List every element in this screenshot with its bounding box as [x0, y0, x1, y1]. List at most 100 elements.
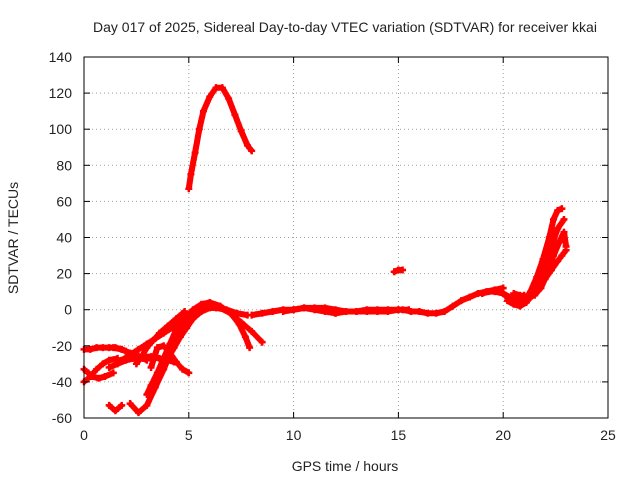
data-point	[166, 349, 174, 357]
data-point	[197, 308, 205, 316]
data-point	[109, 344, 117, 352]
data-point	[181, 308, 189, 316]
data-point	[158, 365, 166, 373]
grid	[84, 57, 608, 418]
data-point	[189, 315, 197, 323]
data-point	[311, 304, 319, 312]
data-point	[166, 340, 174, 348]
series-arc-23	[531, 228, 570, 299]
data-point	[227, 309, 235, 317]
data-point	[179, 365, 187, 373]
data-point	[206, 304, 214, 312]
x-axis-label: GPS time / hours	[292, 458, 399, 474]
data-point	[84, 369, 92, 377]
data-point	[170, 344, 178, 352]
data-point	[187, 170, 195, 178]
data-point	[134, 409, 142, 417]
chart-title: Day 017 of 2025, Sidereal Day-to-day VTE…	[93, 19, 597, 35]
data-point	[554, 224, 562, 232]
data-point	[248, 311, 256, 319]
axis-ticks	[83, 56, 609, 419]
data-points	[80, 84, 570, 417]
data-point	[449, 302, 457, 310]
data-point	[543, 270, 551, 278]
data-point	[105, 401, 113, 409]
data-point	[99, 344, 107, 352]
data-point	[105, 363, 113, 371]
data-point	[258, 309, 266, 317]
data-point	[342, 308, 350, 316]
data-point	[485, 288, 493, 296]
data-point	[105, 356, 113, 364]
y-tick-label: -60	[52, 410, 72, 426]
y-tick-label: 40	[56, 230, 72, 246]
data-point	[560, 215, 568, 223]
data-point	[88, 372, 96, 380]
data-point	[554, 257, 562, 265]
data-point	[279, 308, 287, 316]
series-arc-8	[132, 308, 189, 368]
data-point	[243, 141, 251, 149]
data-point	[118, 356, 126, 364]
data-point	[172, 315, 180, 323]
data-point	[550, 215, 558, 223]
data-point	[172, 358, 180, 366]
data-point	[95, 374, 103, 382]
data-point	[126, 400, 134, 408]
data-point	[495, 286, 503, 294]
series-arc-17	[390, 266, 407, 276]
y-tick-label: 100	[49, 121, 73, 137]
data-point	[558, 205, 566, 213]
data-point	[522, 293, 530, 301]
data-point	[537, 284, 545, 292]
data-point	[407, 308, 415, 316]
data-point	[246, 344, 254, 352]
y-tick-label: 60	[56, 193, 72, 209]
x-tick-label: 5	[185, 427, 193, 443]
data-point	[212, 84, 220, 92]
data-point	[531, 291, 539, 299]
data-point	[118, 401, 126, 409]
data-point	[547, 243, 555, 251]
y-tick-label: 120	[49, 85, 73, 101]
y-tick-label: 80	[56, 157, 72, 173]
data-point	[181, 315, 189, 323]
x-tick-label: 15	[391, 427, 407, 443]
data-point	[384, 306, 392, 314]
x-tick-label: 25	[600, 427, 616, 443]
y-tick-label: -20	[52, 338, 72, 354]
data-point	[424, 309, 432, 317]
tick-labels: 0 5 10 15 20 25 -60 -40 -20 0 20 40 60 80 100 120 140	[49, 49, 616, 443]
data-point	[248, 147, 256, 155]
data-point	[147, 382, 155, 390]
data-point	[176, 333, 184, 341]
y-tick-label: 140	[49, 49, 73, 65]
data-point	[248, 327, 256, 335]
data-point	[415, 308, 423, 316]
data-point	[101, 372, 109, 380]
data-point	[86, 345, 94, 353]
data-point	[118, 345, 126, 353]
series-arc-21	[503, 215, 568, 310]
data-point	[151, 378, 159, 386]
data-point	[191, 149, 199, 157]
data-point	[216, 304, 224, 312]
data-point	[562, 243, 570, 251]
x-tick-label: 0	[80, 427, 88, 443]
data-point	[237, 127, 245, 135]
data-point	[206, 93, 214, 101]
data-point	[258, 338, 266, 346]
data-point	[195, 125, 203, 133]
data-point	[149, 336, 157, 344]
data-point	[503, 297, 511, 305]
data-point	[99, 360, 107, 368]
data-point	[556, 237, 564, 245]
data-point	[197, 300, 205, 308]
data-point	[132, 360, 140, 368]
data-point	[185, 185, 193, 193]
y-tick-label: 20	[56, 266, 72, 282]
series-arc-13	[185, 84, 256, 193]
data-point	[554, 206, 562, 214]
data-point	[560, 228, 568, 236]
data-point	[290, 306, 298, 314]
